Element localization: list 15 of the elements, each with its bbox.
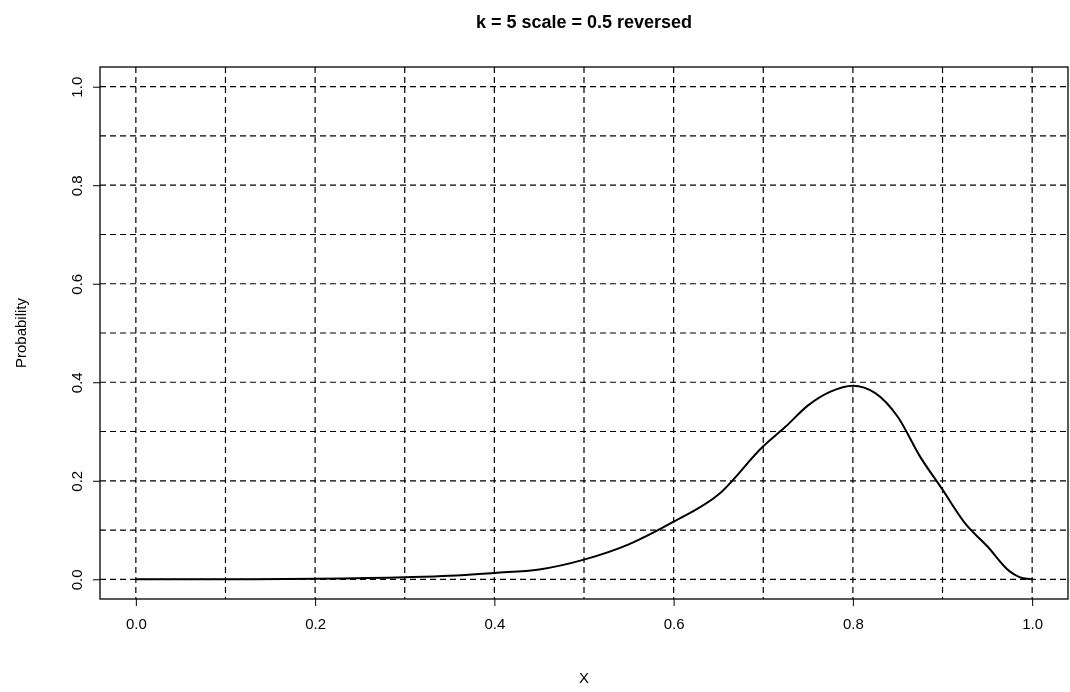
y-tick-label: 0.6: [67, 273, 85, 295]
x-axis-title: X: [578, 669, 590, 686]
x-tick-label: 0.0: [125, 614, 147, 632]
y-tick-label: 1.0: [67, 76, 85, 98]
y-tick-label: 0.2: [67, 470, 85, 492]
chart-title: k = 5 scale = 0.5 reversed: [475, 12, 693, 32]
x-tick-label: 0.4: [484, 614, 506, 632]
x-tick-label: 0.8: [842, 614, 864, 632]
x-tick-label: 0.6: [663, 614, 685, 632]
x-tick-label: 0.2: [305, 614, 327, 632]
x-tick-label: 1.0: [1022, 614, 1044, 632]
y-tick-label: 0.8: [67, 175, 85, 197]
y-tick-label: 0.4: [67, 372, 85, 394]
y-axis-title: Probability: [12, 297, 29, 369]
y-tick-label: 0.0: [67, 569, 85, 591]
